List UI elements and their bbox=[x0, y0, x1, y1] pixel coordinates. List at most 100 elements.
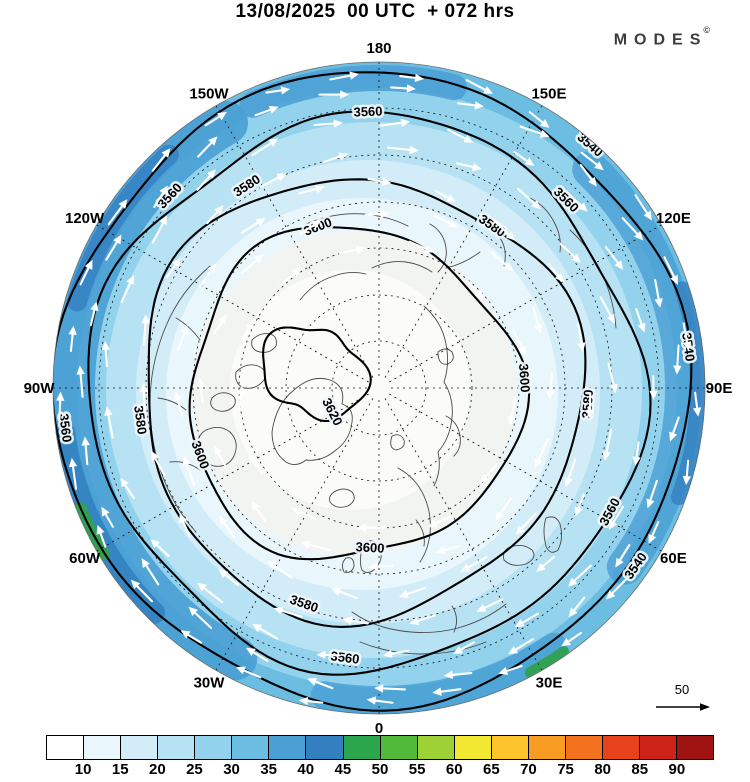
latitude-circle bbox=[331, 340, 427, 436]
wind-arrow bbox=[399, 73, 425, 83]
colorbar-cell bbox=[306, 736, 344, 759]
wind-arrow bbox=[165, 257, 181, 279]
wind-arrow bbox=[56, 391, 65, 422]
wind-arrow bbox=[173, 391, 184, 417]
coastline-alaska-chukotka bbox=[299, 261, 433, 301]
wind-arrow bbox=[604, 246, 624, 270]
longitude-label-layer: 180 150E 120E 90E 60E 30E 0 30W 60W 90W 120W 150W bbox=[24, 40, 733, 734]
wind-arrow bbox=[291, 507, 318, 521]
modes-logo-text: MODES bbox=[613, 31, 708, 49]
wind-arrow bbox=[460, 556, 488, 572]
wind-arrow bbox=[130, 579, 154, 603]
wind-arrow bbox=[151, 148, 171, 172]
graticule-layer bbox=[53, 62, 705, 714]
wind-arrow bbox=[476, 598, 504, 612]
meridian-line bbox=[389, 224, 662, 383]
chart-title: 13/08/2025 00 UTC + 072 hrs bbox=[235, 1, 515, 22]
contour-label: 3580 bbox=[579, 389, 596, 419]
wind-arrow bbox=[447, 128, 474, 143]
wind-arrow bbox=[141, 314, 150, 347]
wind-arrow bbox=[532, 307, 543, 334]
colorbar-cell bbox=[232, 736, 270, 759]
wind-arrow bbox=[188, 606, 213, 629]
longitude-label-120E: 120E bbox=[656, 210, 691, 227]
wind-arrow bbox=[635, 308, 646, 333]
shading-layer bbox=[53, 62, 705, 714]
contour-label: 3600 bbox=[355, 539, 385, 556]
wind-arrow bbox=[219, 515, 236, 539]
wind-arrow bbox=[177, 324, 189, 351]
wind-arrow bbox=[357, 523, 387, 532]
wind-arrow bbox=[254, 105, 279, 117]
wind-arrow bbox=[564, 458, 577, 487]
reference-vector-arrowhead bbox=[700, 703, 710, 711]
longitude-label-90E: 90E bbox=[706, 380, 733, 397]
wind-arrow bbox=[513, 150, 535, 167]
wind-arrow bbox=[182, 456, 196, 486]
colorbar-tick: 80 bbox=[594, 761, 611, 778]
wind-arrow bbox=[408, 240, 435, 253]
longitude-label-120W: 120W bbox=[65, 210, 105, 227]
longitude-label-150W: 150W bbox=[189, 86, 229, 103]
wind-arrow bbox=[318, 90, 350, 99]
wind-arrow bbox=[568, 596, 586, 618]
meridian-line bbox=[384, 398, 543, 671]
wind-arrow bbox=[265, 86, 291, 95]
wind-arrow bbox=[567, 564, 592, 587]
colorbar-tick: 20 bbox=[148, 761, 166, 778]
colorbar-cell bbox=[343, 736, 381, 759]
wind-arrow bbox=[206, 205, 224, 225]
wind-arrow bbox=[607, 362, 618, 394]
wind-arrow bbox=[241, 319, 254, 342]
wind-arrow bbox=[433, 214, 458, 228]
modes-logo-mark: © bbox=[703, 25, 710, 35]
coastline-arctic-archipelago bbox=[210, 333, 277, 412]
wind-arrow bbox=[649, 375, 658, 400]
wind-arrow bbox=[534, 438, 550, 469]
wind-arrow bbox=[432, 687, 462, 696]
wind-arrow-layer bbox=[56, 71, 702, 706]
modes-logo: MODES© bbox=[613, 25, 710, 49]
colorbar-tick: 55 bbox=[408, 761, 426, 778]
coastline-black-caspian-seas bbox=[503, 516, 563, 566]
colorbar-cell bbox=[269, 736, 307, 759]
wind-arrow bbox=[561, 631, 583, 647]
wind-arrow bbox=[498, 664, 523, 675]
wind-arrow bbox=[252, 623, 279, 640]
wind-arrow bbox=[465, 79, 493, 94]
wind-arrow bbox=[240, 218, 266, 234]
wind-arrow bbox=[576, 323, 586, 352]
wind-arrow bbox=[251, 138, 279, 157]
wind-arrow bbox=[379, 118, 411, 127]
meridian-line bbox=[96, 224, 369, 383]
longitude-label-0: 0 bbox=[375, 720, 383, 734]
wind-arrow bbox=[383, 649, 410, 658]
wind-arrow bbox=[307, 677, 334, 690]
wind-arrow bbox=[151, 450, 166, 477]
colorbar-cell bbox=[565, 736, 603, 759]
colorbar-cell bbox=[491, 736, 529, 759]
coastline-siberia bbox=[423, 305, 453, 487]
wind-arrow bbox=[179, 513, 191, 537]
wind-arrow bbox=[323, 152, 349, 163]
wind-arrow bbox=[692, 391, 702, 417]
colorbar-cell bbox=[454, 736, 492, 759]
meridian-line bbox=[215, 105, 374, 378]
colorbar-cell bbox=[121, 736, 159, 759]
wind-arrow bbox=[101, 506, 114, 528]
wind-arrow bbox=[390, 84, 416, 93]
wind-arrow bbox=[514, 612, 540, 628]
colorbar-tick: 45 bbox=[334, 761, 352, 778]
longitude-label-150E: 150E bbox=[531, 86, 566, 103]
meridian-line bbox=[215, 398, 374, 671]
colorbar-ticks: 10 15 20 25 30 35 40 45 50 55 60 65 70 75 80 85 90 bbox=[46, 761, 714, 781]
wind-arrow bbox=[435, 544, 461, 555]
colorbar-tick: 15 bbox=[111, 761, 129, 778]
wind-arrow bbox=[364, 209, 390, 219]
wind-arrow bbox=[298, 696, 324, 706]
colorbar-tick: 60 bbox=[445, 761, 463, 778]
wind-arrow bbox=[559, 242, 581, 263]
wind-arrow bbox=[107, 199, 128, 226]
wind-arrow bbox=[300, 540, 331, 552]
colorbar-tick: 75 bbox=[557, 761, 574, 778]
